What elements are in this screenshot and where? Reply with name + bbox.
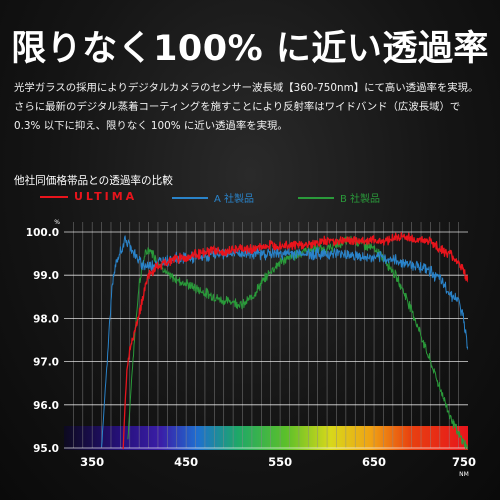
legend-swatch [40,195,68,198]
series-line-ultima [122,231,468,450]
legend-swatch [172,196,208,199]
chart-title: 他社同価格帯品との透過率の比較 [14,175,173,187]
y-tick-label: 95.0 [33,443,59,455]
y-tick-label: 97.0 [33,357,59,369]
legend-item-ultima: ULTIMA [40,190,137,203]
legend-label: A 社製品 [214,194,255,205]
series-line-a [101,235,468,448]
x-tick-label: 450 [174,455,198,469]
legend-label: ULTIMA [74,190,138,203]
x-tick-label: 550 [268,455,292,469]
y-tick-label: 100.0 [26,227,59,239]
chart-legend: ULTIMA A 社製品 B 社製品 [0,190,500,205]
legend-label: B 社製品 [340,194,381,205]
x-axis-unit: NM [459,471,469,478]
x-tick-label: 750 [452,455,476,469]
legend-item-a: A 社製品 [172,190,254,205]
headline: 限りなく100% に近い透過率 [11,29,489,69]
y-tick-label: 96.0 [33,400,59,412]
axes: 95.0 96.0 97.0 98.0 99.0 100.0% 350 450 550 650 75… [26,219,476,478]
series-line-b [127,235,468,450]
spectrum-band [64,426,468,450]
description-line: 0.3% 以下に抑え、限りなく 100% に近い透過率を実現。 [14,120,288,132]
y-tick-label: 98.0 [33,313,59,325]
y-tick-label: 99.0 [33,270,59,282]
y-axis-unit: % [54,219,60,226]
description: 光学ガラスの採用によりデジタルカメラのセンサー波長域【360-750nm】にて高… [14,79,494,136]
x-tick-label: 650 [362,455,386,469]
series-lines [101,231,468,450]
legend-swatch [298,196,334,199]
description-line: さらに最新のデジタル蒸着コーティングを施すことにより反射率はワイドバンド（広波長… [14,101,461,113]
description-line: 光学ガラスの採用によりデジタルカメラのセンサー波長域【360-750nm】にて高… [14,82,479,94]
legend-item-b: B 社製品 [298,190,380,205]
x-tick-label: 350 [80,455,104,469]
